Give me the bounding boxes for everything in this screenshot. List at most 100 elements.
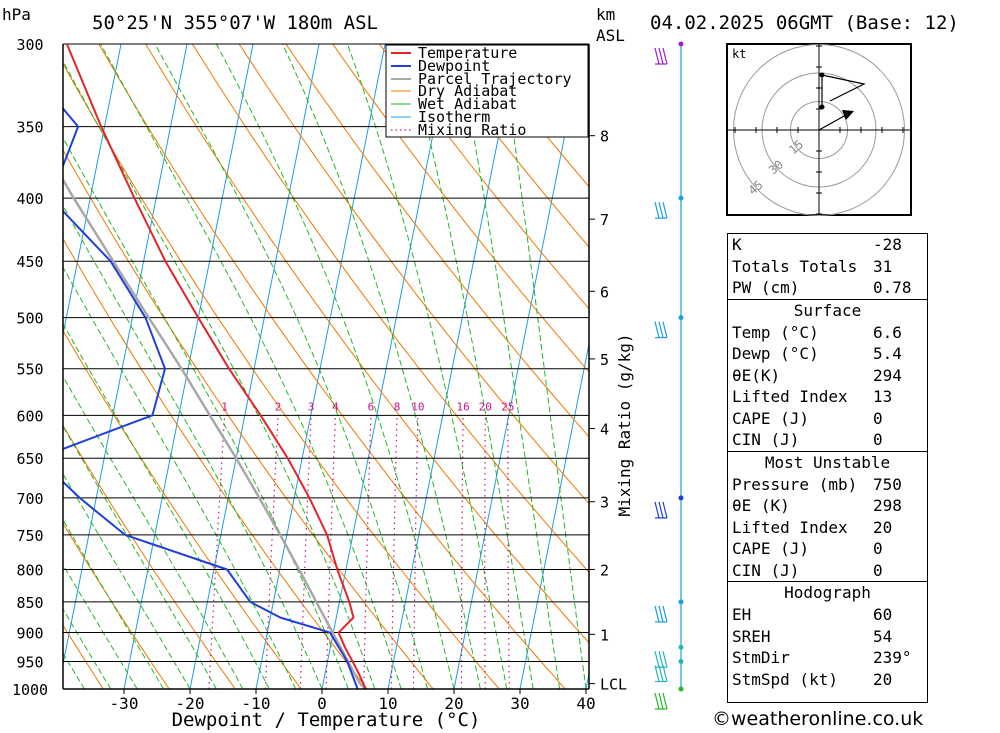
mixing-ratio-axis-label: Mixing Ratio (g/kg) — [615, 333, 634, 516]
index-value: 750 — [873, 474, 902, 494]
wind-barb — [654, 201, 668, 219]
pressure-tick-label: 500 — [16, 310, 43, 328]
index-value: 298 — [873, 496, 902, 515]
pressure-tick-label: 1000 — [12, 681, 48, 699]
storm-motion-arrowhead — [842, 110, 854, 120]
index-label: θE(K) — [732, 365, 781, 385]
km-tick-label: 1 — [600, 626, 609, 644]
x-tick-label: -30 — [110, 694, 139, 713]
barb-flag — [658, 692, 664, 710]
wet-adiabat-line — [63, 425, 217, 689]
legend-parcel: Parcel Trajectory — [418, 70, 572, 88]
wet-adiabat-line — [215, 44, 455, 689]
mixing-ratio-line — [208, 415, 226, 689]
mixing-ratio-label: 3 — [308, 400, 315, 413]
index-row: StmSpd (kt) 20 — [728, 669, 927, 691]
wind-level-dot — [678, 315, 684, 321]
legend-mixing-ratio: Mixing Ratio — [418, 121, 526, 139]
mixing-ratio-label: 2 — [275, 400, 282, 413]
wind-barb — [654, 651, 668, 668]
temperature-line — [65, 44, 367, 689]
barb-flag — [662, 651, 668, 668]
dry-adiabat-line — [285, 44, 589, 438]
pressure-tick-label: 400 — [16, 190, 43, 208]
pressure-tick-label: 300 — [16, 36, 43, 54]
pressure-tick-label: 700 — [16, 490, 43, 508]
x-tick-label: 10 — [378, 694, 397, 713]
index-value: 6.6 — [873, 322, 902, 342]
index-value: 54 — [873, 626, 893, 646]
barb-flag — [658, 501, 664, 519]
mixing-ratio-label: 25 — [501, 400, 514, 413]
wind-barb — [654, 47, 668, 65]
mixing-ratio-lines: 1 2 3 4 6 8 10 16 20 25 — [208, 400, 515, 689]
km-tick-label: 5 — [600, 351, 609, 369]
km-tick-label: LCL — [600, 676, 627, 694]
index-row: Dewp (°C) 5.4 — [728, 343, 927, 365]
index-row: EH 60 — [728, 604, 927, 626]
wet-adiabat-line — [63, 563, 138, 689]
index-row: Totals Totals 31 — [728, 256, 927, 278]
isotherm-lines — [63, 44, 589, 689]
dry-adiabat-line — [63, 329, 302, 689]
barb-flag — [662, 605, 668, 623]
index-value: 0.78 — [873, 278, 912, 297]
index-label: CIN (J) — [732, 430, 800, 449]
index-label: Dewp (°C) — [732, 344, 819, 363]
index-row: K -28 — [728, 234, 927, 256]
km-label: km — [596, 5, 615, 24]
wind-barb — [654, 501, 668, 519]
x-tick-label: 0 — [317, 694, 327, 713]
index-label: SREH — [732, 626, 771, 646]
parcel-trajectory-line — [63, 177, 367, 689]
dry-adiabat-line — [425, 44, 589, 248]
index-label: Pressure (mb) — [732, 474, 858, 494]
wind-level-dot — [678, 495, 684, 501]
index-row: CAPE (J) 0 — [728, 408, 927, 430]
index-label: K — [732, 235, 742, 254]
barb-flag — [654, 692, 660, 710]
hodograph-title: Hodograph — [728, 581, 927, 604]
wind-level-dot — [678, 599, 684, 605]
index-value: 5.4 — [873, 344, 902, 363]
pressure-lines — [63, 43, 589, 690]
mixing-ratio-label: 20 — [479, 400, 492, 413]
legend-isotherm: Isotherm — [418, 108, 490, 126]
hodograph-trace — [821, 74, 866, 107]
barb-flag — [654, 605, 660, 623]
mixing-ratio-label: 4 — [332, 400, 339, 413]
km-tick-label: 4 — [600, 421, 609, 439]
index-row: CIN (J) 0 — [728, 560, 927, 582]
index-label: CAPE (J) — [732, 539, 810, 558]
barb-flag — [654, 321, 660, 338]
legend-dewpoint: Dewpoint — [418, 57, 490, 75]
legend-dry-adiabat: Dry Adiabat — [418, 82, 517, 100]
wind-level-dot — [678, 686, 684, 692]
datetime-title: 04.02.2025 06GMT (Base: 12) — [650, 12, 959, 34]
barb-flag — [658, 605, 664, 623]
index-value: 0 — [873, 408, 883, 428]
index-value: 239° — [873, 648, 912, 667]
km-tick-label: 7 — [600, 211, 609, 229]
index-label: CAPE (J) — [732, 408, 810, 428]
wind-barb — [654, 692, 668, 710]
mixing-ratio-line — [507, 415, 510, 689]
hodograph-point — [819, 104, 825, 110]
pressure-tick-label: 850 — [16, 594, 43, 612]
km-tick-label: 3 — [600, 494, 609, 512]
dewpoint-line — [63, 107, 359, 689]
location-title: 50°25'N 355°07'W 180m ASL — [92, 12, 378, 34]
km-tick-label: 2 — [600, 561, 609, 579]
copyright-footer: ©weatheronline.co.uk — [712, 708, 924, 730]
index-row: CAPE (J) 0 — [728, 538, 927, 560]
barb-flag — [654, 501, 660, 519]
index-label: PW (cm) — [732, 278, 800, 297]
index-row: CIN (J) 0 — [728, 429, 927, 451]
hodograph-point — [819, 72, 825, 78]
dry-adiabat-line — [145, 44, 589, 644]
index-value: 31 — [873, 256, 893, 276]
pressure-tick-label: 450 — [16, 253, 43, 271]
barb-flag — [662, 201, 668, 219]
barb-flag — [662, 321, 668, 338]
wet-adiabat-line — [500, 44, 587, 689]
